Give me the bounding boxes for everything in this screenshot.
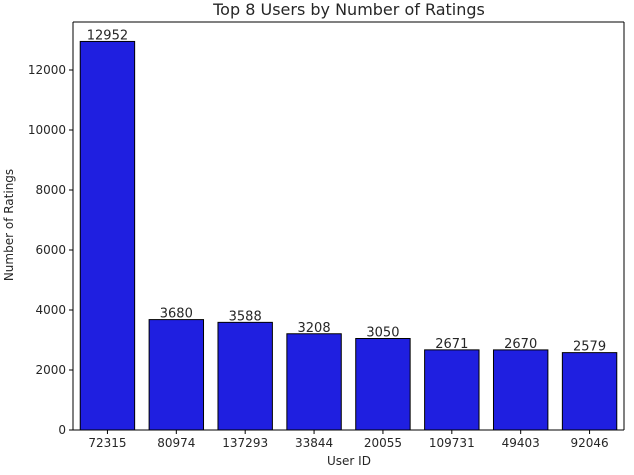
y-axis-label: Number of Ratings xyxy=(2,169,16,281)
data-label-109731: 2671 xyxy=(435,337,468,352)
data-label-80974: 3680 xyxy=(160,307,193,322)
data-label-137293: 3588 xyxy=(229,309,262,324)
x-tick-label-92046: 92046 xyxy=(570,436,608,450)
data-label-49403: 2670 xyxy=(504,337,537,352)
x-tick-label-80974: 80974 xyxy=(157,436,195,450)
x-tick-label-137293: 137293 xyxy=(222,436,268,450)
y-tick-label-6000: 6000 xyxy=(35,243,66,257)
y-tick-label-12000: 12000 xyxy=(28,63,66,77)
data-label-33844: 3208 xyxy=(298,321,331,336)
x-tick-label-109731: 109731 xyxy=(429,436,475,450)
x-tick-label-72315: 72315 xyxy=(88,436,126,450)
x-axis-ticks: 72315 80974 137293 33844 20055 109731 49403 920… xyxy=(88,430,609,450)
x-tick-label-20055: 20055 xyxy=(364,436,402,450)
y-tick-label-10000: 10000 xyxy=(28,123,66,137)
axes-frame xyxy=(72,21,625,431)
bars-group xyxy=(79,40,618,431)
y-tick-label-4000: 4000 xyxy=(35,303,66,317)
bar-109731 xyxy=(424,349,480,431)
y-tick-label-0: 0 xyxy=(58,423,66,437)
data-labels-group: 12952 3680 3588 3208 3050 2671 2670 2579 xyxy=(87,28,606,354)
x-tick-label-49403: 49403 xyxy=(502,436,540,450)
x-tick-label-33844: 33844 xyxy=(295,436,333,450)
data-label-72315: 12952 xyxy=(87,28,128,43)
y-tick-label-2000: 2000 xyxy=(35,363,66,377)
data-label-92046: 2579 xyxy=(573,340,606,355)
chart-title: Top 8 Users by Number of Ratings xyxy=(212,0,485,19)
data-label-20055: 3050 xyxy=(366,326,399,341)
bar-137293 xyxy=(217,321,273,431)
bar-80974 xyxy=(148,319,205,431)
bar-20055 xyxy=(355,338,411,431)
y-axis-ticks: 0 2000 4000 6000 8000 10000 12000 xyxy=(28,63,73,437)
bar-33844 xyxy=(286,333,342,431)
x-axis-label: User ID xyxy=(327,454,371,468)
bar-72315 xyxy=(79,40,136,431)
y-tick-label-8000: 8000 xyxy=(35,183,66,197)
bar-92046 xyxy=(561,352,618,431)
bar-49403 xyxy=(492,349,549,431)
